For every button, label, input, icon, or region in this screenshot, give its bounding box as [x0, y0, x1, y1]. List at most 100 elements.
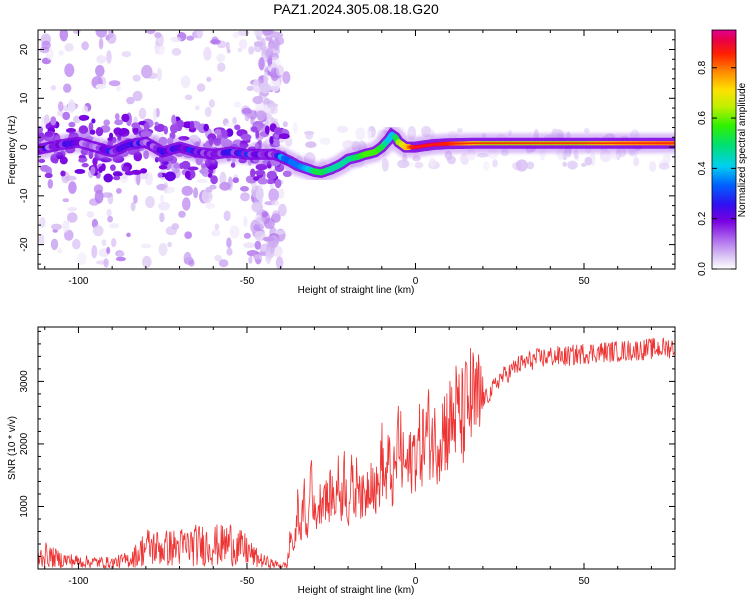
spectrogram-speckle — [254, 170, 266, 176]
spectrogram-speckle — [98, 166, 103, 174]
spectrogram-noise-blob — [482, 161, 490, 171]
spectrogram-noise-blob — [188, 260, 195, 267]
spectrogram-speckle — [187, 166, 199, 171]
spectrogram-speckle — [132, 127, 139, 136]
spectrogram-noise-blob — [265, 250, 272, 265]
spectrogram-noise-blob — [158, 201, 171, 211]
spectrogram-noise-blob — [225, 122, 236, 128]
spectrogram-noise-blob — [252, 96, 264, 104]
spectrogram-noise-blob — [240, 192, 250, 202]
spectrogram-noise-blob — [146, 30, 156, 35]
spectrogram-speckle — [38, 158, 46, 163]
spectrogram-noise-blob — [101, 239, 107, 247]
ridge-core — [408, 142, 675, 149]
spectrogram-noise-blob — [77, 252, 87, 265]
spectrogram-noise-blob — [219, 171, 227, 185]
spectrogram-speckle — [240, 133, 252, 141]
spectrogram-noise-blob — [95, 84, 107, 89]
spectrogram-noise-blob — [58, 50, 64, 56]
spectrogram-noise-blob — [67, 99, 76, 113]
spectrogram-noise-blob — [253, 30, 260, 37]
spectrogram-noise-blob — [229, 225, 240, 239]
spectrogram-speckle — [210, 175, 218, 185]
spectrogram-noise-blob — [154, 32, 162, 39]
snr-panel: -100 -50 0 50 1000 2000 3000 Height of straigh… — [7, 326, 676, 596]
spectrogram-noise-blob — [268, 188, 279, 202]
spectrogram-noise-blob — [526, 161, 535, 170]
spectrogram-noise-blob — [95, 64, 105, 77]
spectrogram-noise-blob — [39, 216, 46, 228]
spectrogram-noise-blob — [255, 216, 267, 227]
spectrogram-speckle — [163, 125, 168, 135]
spectrogram-ytick-label: 20 — [19, 44, 30, 56]
snr-frame — [37, 326, 676, 570]
spectrogram-speckle — [68, 121, 76, 128]
spectrogram-ylabel: Frequency (Hz) — [7, 116, 18, 185]
spectrogram-noise-blob — [108, 223, 119, 229]
spectrogram-speckle — [78, 157, 87, 163]
spectrogram-noise-blob — [142, 255, 152, 269]
spectrogram-noise-blob — [57, 248, 63, 254]
spectrogram-noise-blob — [67, 212, 78, 223]
snr-xtick-label: -100 — [68, 576, 88, 587]
spectrogram-noise-blob — [133, 194, 138, 204]
spectrogram-speckle — [230, 162, 236, 168]
spectrogram-speckle — [232, 177, 239, 184]
spectrogram-noise-blob — [159, 194, 165, 203]
spectrogram-noise-blob — [196, 30, 204, 39]
spectrogram-noise-blob — [255, 188, 264, 201]
spectrogram-noise-blob — [194, 105, 200, 111]
spectrogram-noise-blob — [275, 65, 285, 77]
spectrogram-speckle — [50, 116, 57, 126]
spectrogram-noise-blob — [258, 57, 265, 71]
spectrogram-noise-blob — [251, 201, 263, 213]
snr-ytick-label: 1000 — [19, 495, 30, 518]
spectrogram-speckle — [257, 178, 269, 185]
spectrogram-noise-blob — [562, 153, 572, 158]
snr-ytick-label: 2000 — [19, 432, 30, 455]
spectrogram-speckle — [182, 162, 191, 169]
spectrogram-speckle — [114, 119, 123, 126]
spectrogram-noise-blob — [216, 53, 226, 63]
colorbar-tick-label: 0.8 — [697, 60, 708, 74]
spectrogram-noise-blob — [282, 121, 288, 128]
spectrogram-ridge — [38, 120, 675, 183]
spectrogram-noise-blob — [130, 201, 136, 212]
spectrogram-noise-blob — [648, 161, 657, 172]
spectrogram-noise-blob — [184, 94, 193, 101]
spectrogram-noise-blob — [108, 80, 121, 87]
spectrogram-noise-blob — [584, 128, 590, 134]
colorbar-tick-label: 0.4 — [697, 161, 708, 175]
spectrogram-noise-blob — [96, 55, 107, 64]
spectrogram-speckle — [89, 129, 96, 135]
spectrogram-noise-blob — [201, 189, 213, 204]
spectrogram-speckle — [225, 128, 234, 137]
spectrogram-noise-blob — [414, 161, 424, 169]
snr-ylabel: SNR (10 * v/v) — [7, 416, 18, 480]
spectrogram-noise-blob — [196, 83, 206, 92]
spectrogram-noise-blob — [119, 175, 129, 184]
spectrogram-noise-blob — [253, 41, 264, 47]
spectrogram-noise-blob — [67, 207, 77, 212]
spectrogram-noise-blob — [584, 156, 593, 166]
spectrogram-noise-blob — [108, 30, 114, 39]
spectrogram-noise-blob — [196, 178, 209, 184]
spectrogram-speckle — [252, 176, 260, 181]
spectrogram-xtick-label: 50 — [578, 276, 590, 287]
spectrogram-noise-blob — [184, 231, 193, 239]
spectrogram-xtick-label: -50 — [240, 276, 255, 287]
spectrogram-speckle — [221, 129, 228, 138]
spectrogram-speckle — [40, 164, 50, 172]
spectrogram-noise-blob — [180, 75, 191, 89]
spectrogram-noise-blob — [658, 162, 670, 170]
spectrogram-speckle — [255, 163, 268, 171]
spectrogram-noise-blob — [271, 31, 284, 39]
spectrogram-noise-blob — [256, 110, 266, 121]
spectrogram-speckle — [250, 168, 256, 178]
spectrogram-noise-blob — [62, 219, 70, 233]
spectrogram-speckle — [113, 175, 121, 181]
spectrogram-noise-blob — [95, 30, 108, 38]
spectrogram-noise-blob — [210, 39, 221, 45]
spectrogram-noise-blob — [155, 44, 166, 55]
